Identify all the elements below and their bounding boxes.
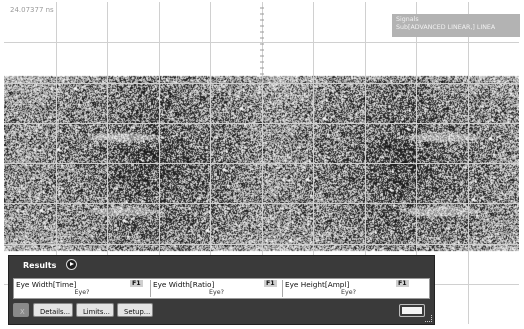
column-divider — [282, 280, 283, 297]
results-panel: Results Eye Width[Time] F1 Eye? Eye Widt… — [8, 255, 435, 325]
time-readout: 24.07377 ns — [10, 6, 54, 14]
measurement-name: Eye Width[Time] — [16, 280, 77, 289]
measurement-name: Eye Width[Ratio] — [153, 280, 215, 289]
limits-button[interactable]: Limits... — [76, 303, 114, 317]
measurement-name: Eye Height[Ampl] — [285, 280, 350, 289]
column-divider — [150, 280, 151, 297]
play-arrow-icon[interactable] — [66, 259, 77, 270]
details-button[interactable]: Details... — [33, 303, 73, 317]
signal-item[interactable]: Sub[ADVANCED LINEAR,] LINEA — [396, 24, 496, 31]
delete-measurement-button[interactable]: X — [13, 303, 29, 317]
measurement-eye-height-ampl[interactable]: Eye Height[Ampl] F1 Eye? — [283, 279, 414, 298]
signals-legend[interactable]: Signals Sub[ADVANCED LINEAR,] LINEA — [392, 14, 520, 37]
measurement-source: F1 — [264, 280, 277, 287]
measurement-value: Eye? — [74, 289, 90, 296]
resize-grip-icon[interactable] — [425, 315, 432, 322]
measurement-value: Eye? — [341, 289, 356, 296]
signals-title: Signals — [396, 16, 419, 23]
measurement-eye-width-time[interactable]: Eye Width[Time] F1 Eye? — [14, 279, 150, 298]
measurement-eye-width-ratio[interactable]: Eye Width[Ratio] F1 Eye? — [151, 279, 282, 298]
measurement-source: F1 — [396, 280, 409, 287]
measurement-value: Eye? — [209, 289, 224, 296]
expand-panel-button[interactable] — [399, 304, 425, 317]
x-icon: X — [20, 308, 25, 316]
measurement-table: Eye Width[Time] F1 Eye? Eye Width[Ratio]… — [13, 278, 430, 299]
setup-button[interactable]: Setup... — [117, 303, 153, 317]
measurement-source: F1 — [130, 280, 143, 287]
results-title: Results — [23, 261, 57, 270]
